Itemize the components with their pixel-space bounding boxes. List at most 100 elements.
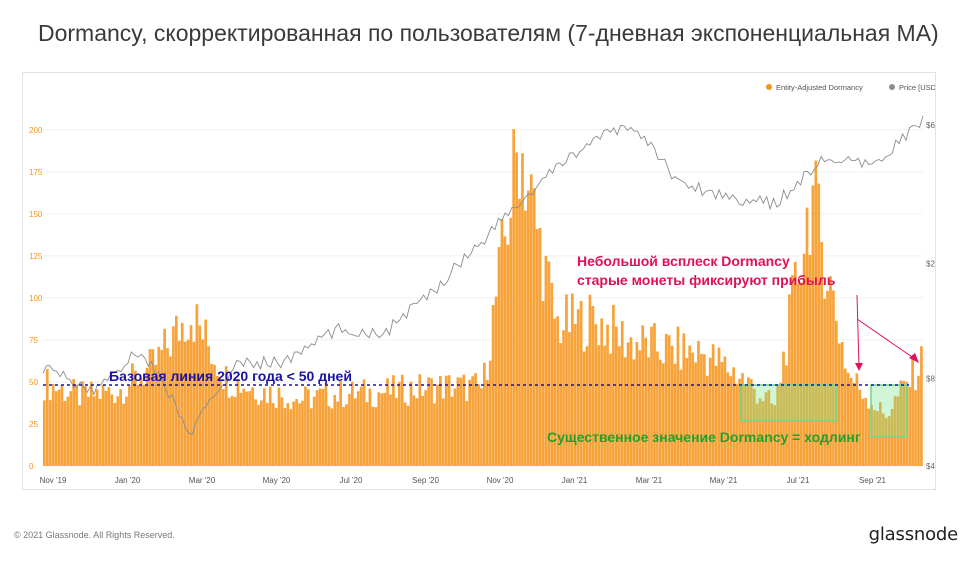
dormancy-bar — [309, 408, 313, 466]
y-left-tick-label: 200 — [29, 126, 43, 135]
chart-panel: Базовая линия 2020 года < 50 дней Неболь… — [22, 72, 944, 490]
dormancy-bar — [283, 408, 287, 466]
dormancy-bar — [221, 388, 225, 466]
dormancy-bar — [705, 375, 709, 466]
dormancy-bar — [157, 346, 161, 466]
dormancy-bar — [307, 389, 310, 466]
dormancy-bar — [477, 384, 480, 466]
dormancy-bar — [245, 391, 249, 466]
dormancy-bar — [321, 388, 325, 466]
dormancy-bar — [588, 294, 592, 466]
dormancy-bar — [280, 397, 284, 466]
x-tick-label: Mar '20 — [189, 476, 216, 485]
dormancy-bar — [392, 375, 395, 466]
dormancy-bar — [908, 386, 912, 466]
dormancy-bar — [571, 293, 574, 466]
dormancy-bar — [776, 385, 780, 466]
legend-label-dormancy: Entity-Adjusted Dormancy — [776, 83, 863, 92]
dormancy-bar — [738, 378, 741, 466]
dormancy-bar — [450, 396, 454, 466]
dormancy-bar — [377, 392, 381, 466]
dormancy-bar — [219, 380, 222, 466]
dormancy-bar — [69, 391, 73, 466]
dormancy-bar — [620, 321, 624, 466]
dormancy-bar — [160, 350, 164, 466]
dormancy-bar — [659, 359, 662, 466]
dormancy-bar — [213, 364, 216, 466]
dormancy-bar — [896, 396, 900, 466]
dormancy-bar — [503, 236, 507, 466]
dormancy-bar — [131, 363, 134, 466]
dormancy-bar — [623, 357, 627, 466]
dormancy-bar — [685, 358, 689, 466]
dormancy-bar — [509, 217, 513, 466]
dormancy-bar — [339, 381, 342, 466]
dormancy-bar — [268, 386, 272, 466]
price-line — [42, 115, 924, 435]
dormancy-bar — [703, 354, 706, 466]
dormancy-bar — [521, 153, 524, 466]
dormancy-bar — [544, 255, 548, 466]
dormancy-bar — [609, 353, 612, 466]
dormancy-bar — [506, 244, 510, 466]
y-left-tick-label: 125 — [29, 252, 43, 261]
dormancy-bar — [345, 404, 348, 466]
dormancy-bar — [233, 397, 237, 466]
dormancy-bar — [227, 397, 231, 466]
dormancy-bar — [66, 396, 70, 466]
dormancy-bar — [400, 374, 404, 466]
dormancy-bar — [641, 325, 645, 466]
dormancy-bar — [207, 346, 210, 466]
dormancy-bar — [811, 185, 815, 466]
dormancy-bar — [527, 190, 530, 466]
dormancy-bar — [289, 409, 293, 466]
dormancy-bar — [656, 351, 659, 466]
hodl-label: Существенное значение Dormancy = ходлинг — [547, 429, 861, 445]
dormancy-bar — [568, 332, 571, 466]
dormancy-bar — [462, 374, 466, 466]
dormancy-bar — [189, 325, 193, 466]
y-left-tick-label: 25 — [29, 420, 38, 429]
spike-arrow-1 — [856, 294, 860, 368]
dormancy-bar — [453, 388, 457, 466]
dormancy-bar — [749, 379, 753, 466]
dormancy-bar — [274, 407, 278, 466]
dormancy-bar — [186, 339, 190, 466]
dormancy-bar — [224, 366, 228, 466]
dormancy-bar — [855, 373, 859, 466]
dormancy-bar — [236, 379, 240, 466]
dormancy-bar — [409, 381, 413, 466]
dormancy-bar — [603, 345, 606, 466]
dormancy-bar — [585, 346, 589, 466]
dormancy-bar — [201, 339, 205, 466]
dormancy-bar — [726, 372, 730, 466]
dormancy-bar — [298, 403, 301, 466]
dormancy-bar — [163, 328, 166, 466]
x-tick-label: Sep '21 — [859, 476, 886, 485]
dormancy-bar — [318, 388, 322, 466]
dormancy-bar — [732, 367, 736, 466]
x-tick-label: Jul '21 — [787, 476, 810, 485]
dormancy-bar — [371, 406, 375, 466]
y-left-tick-label: 75 — [29, 336, 38, 345]
dormancy-bar — [383, 392, 386, 466]
dormancy-bar — [172, 326, 175, 466]
y-left-tick-label: 50 — [29, 378, 38, 387]
chart-legend: Entity-Adjusted Dormancy Price [USD] — [766, 83, 938, 92]
dormancy-bar — [315, 390, 319, 466]
dormancy-bar — [650, 326, 653, 466]
dormancy-bar — [723, 356, 727, 466]
dormancy-bar — [576, 309, 580, 466]
dormancy-bar — [532, 188, 536, 466]
dormancy-bar — [418, 374, 422, 466]
spike-arrowhead-2 — [909, 353, 919, 363]
dormancy-bar — [670, 345, 674, 466]
dormancy-bar — [81, 381, 84, 466]
x-tick-label: Nov '19 — [40, 476, 67, 485]
dormancy-bar — [711, 344, 715, 466]
dormancy-bar — [881, 413, 885, 466]
dormancy-bar — [433, 403, 436, 466]
dormancy-bar — [758, 398, 762, 466]
dormancy-bar — [573, 324, 577, 466]
dormancy-bar — [920, 346, 923, 466]
